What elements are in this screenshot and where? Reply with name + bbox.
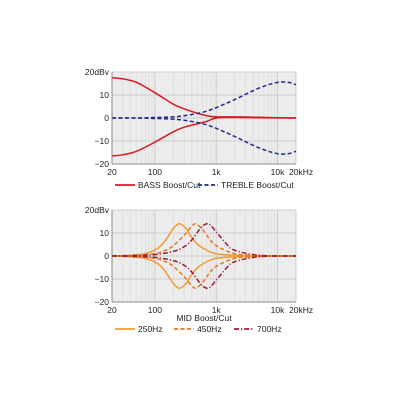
series-line-2-boost	[112, 81, 296, 119]
x-tick-label: 100	[148, 167, 162, 177]
y-tick-label: 10	[100, 228, 110, 238]
x-tick-label: 20kHz	[289, 167, 313, 177]
x-tick-label: 1k	[212, 167, 222, 177]
y-tick-label: 0	[104, 251, 109, 261]
series-line-2-boost	[112, 223, 296, 257]
x-tick-label: 100	[148, 305, 162, 315]
series-line-3-cut	[112, 255, 296, 290]
x-tick-label: 20	[107, 305, 117, 315]
legend-label: 450Hz	[197, 324, 222, 334]
y-tick-label: 10	[100, 90, 110, 100]
legend-label: 700Hz	[257, 324, 282, 334]
x-tick-label: 20	[107, 167, 117, 177]
y-tick-label: 20dBv	[85, 205, 110, 215]
y-tick-label: −20	[95, 297, 110, 307]
x-tick-label: 20kHz	[289, 305, 313, 315]
x-axis-title: MID Boost/Cut	[176, 313, 232, 323]
legend-label: TREBLE Boost/Cut	[221, 180, 294, 190]
x-tick-label: 1k	[212, 305, 222, 315]
series-line-2-cut	[112, 255, 296, 289]
legend-label: 250Hz	[138, 324, 163, 334]
y-tick-label: 0	[104, 113, 109, 123]
legend-label: BASS Boost/Cut	[138, 180, 201, 190]
x-tick-label: 10k	[271, 305, 285, 315]
x-tick-label: 10k	[271, 167, 285, 177]
series-line-2-cut	[112, 117, 296, 155]
y-tick-label: −10	[95, 274, 110, 284]
series-line-3-boost	[112, 222, 296, 257]
y-tick-label: −10	[95, 136, 110, 146]
y-tick-label: 20dBv	[85, 67, 110, 77]
series-line-1-cut	[112, 255, 296, 289]
series-line-1-boost	[112, 223, 296, 257]
series-line-1-cut	[112, 116, 296, 157]
y-tick-label: −20	[95, 159, 110, 169]
